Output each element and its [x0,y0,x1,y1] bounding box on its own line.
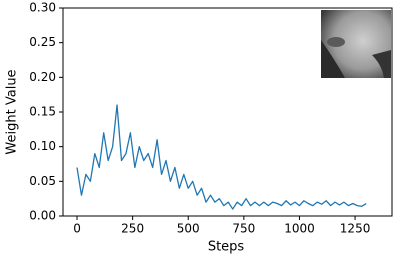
y-tick-label: 0.20 [29,70,56,84]
y-tick-label: 0.00 [29,209,56,223]
data-line [76,104,367,210]
y-tick-label: 0.15 [29,105,56,119]
x-tick-label: 1000 [284,222,315,236]
x-tick-label: 500 [177,222,200,236]
x-axis-label: Steps [208,240,245,255]
y-axis-label: Weight Value [5,69,20,154]
x-tick-label: 250 [121,222,144,236]
x-tick-label: 750 [232,222,255,236]
y-tick-label: 0.25 [29,35,56,49]
y-tick-label: 0.05 [29,174,56,188]
y-tick-label: 0.10 [29,139,56,153]
y-tick-label: 0.30 [29,1,56,15]
x-tick-label: 0 [73,222,81,236]
inset-image [321,10,391,78]
x-tick-label: 1250 [340,222,371,236]
